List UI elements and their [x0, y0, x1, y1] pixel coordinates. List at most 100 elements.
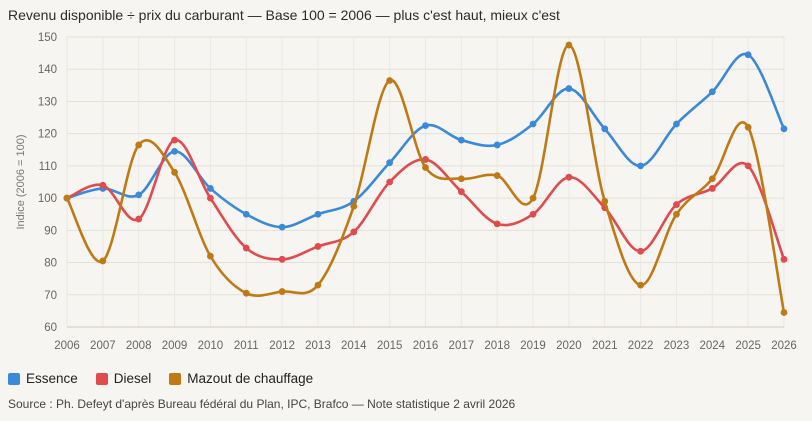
point-diesel-2017	[457, 188, 465, 196]
point-mazout-2023	[673, 210, 680, 218]
x-tick-2024: 2024	[700, 340, 726, 352]
legend-item-diesel[interactable]: Diesel	[95, 371, 152, 386]
point-diesel-2018	[493, 220, 501, 228]
point-essence-2013	[314, 210, 322, 218]
point-diesel-2020	[565, 173, 573, 181]
y-tick-100: 100	[38, 193, 57, 205]
legend-label-mazout: Mazout de chauffage	[187, 371, 314, 386]
point-mazout-2019	[529, 194, 537, 202]
point-mazout-2010	[207, 252, 214, 260]
x-tick-2019: 2019	[520, 340, 546, 352]
point-essence-2019	[529, 120, 537, 128]
x-tick-2012: 2012	[269, 340, 295, 352]
point-diesel-2016	[422, 156, 429, 163]
point-mazout-2009	[171, 168, 178, 176]
point-essence-2021	[601, 125, 609, 133]
chart-title: Revenu disponible ÷ prix du carburant — …	[8, 7, 560, 23]
legend: Essence Diesel Mazout de chauffage	[8, 371, 313, 386]
point-mazout-2008	[135, 141, 143, 149]
x-tick-2018: 2018	[484, 340, 510, 352]
y-tick-90: 90	[44, 225, 57, 237]
x-tick-2010: 2010	[198, 340, 224, 352]
point-diesel-2015	[386, 178, 394, 186]
x-tick-2016: 2016	[413, 340, 439, 352]
point-diesel-2025	[744, 162, 752, 170]
point-essence-2010	[207, 185, 214, 192]
point-diesel-2022	[637, 247, 644, 255]
legend-item-essence[interactable]: Essence	[8, 371, 78, 386]
point-diesel-2010	[207, 194, 214, 202]
point-essence-2022	[637, 162, 644, 170]
series-diesel	[63, 136, 788, 263]
point-essence-2008	[135, 191, 143, 199]
x-tick-2009: 2009	[162, 340, 188, 352]
x-tick-2025: 2025	[735, 340, 761, 352]
legend-item-mazout[interactable]: Mazout de chauffage	[169, 371, 313, 386]
point-essence-2009	[171, 147, 178, 155]
point-mazout-2007	[99, 257, 107, 265]
point-diesel-2011	[242, 244, 250, 252]
y-tick-120: 120	[38, 129, 57, 141]
point-essence-2025	[744, 51, 752, 59]
legend-swatch-mazout	[169, 372, 182, 385]
point-mazout-2015	[386, 77, 394, 84]
y-axis-label: Indice (2006 = 100)	[15, 134, 27, 229]
point-diesel-2019	[529, 210, 537, 218]
point-mazout-2022	[637, 281, 644, 289]
x-axis-ticks: 2006 2007 2008 2009 2010 2011 2012 2013 2014 2015…	[54, 340, 797, 352]
x-tick-2011: 2011	[234, 340, 259, 352]
series-mazout	[63, 41, 788, 316]
series-essence	[63, 51, 788, 231]
legend-swatch-essence	[8, 372, 20, 385]
point-mazout-2006	[63, 194, 71, 202]
x-tick-2008: 2008	[126, 340, 152, 352]
point-diesel-2008	[135, 215, 143, 223]
point-diesel-2026	[780, 255, 788, 263]
y-tick-140: 140	[38, 64, 57, 76]
series-line-mazout	[65, 43, 786, 313]
series-group	[63, 41, 788, 316]
y-tick-70: 70	[44, 290, 57, 302]
point-diesel-2012	[278, 255, 286, 263]
point-mazout-2017	[457, 175, 465, 183]
point-essence-2024	[708, 88, 716, 96]
x-tick-2015: 2015	[377, 340, 403, 352]
x-tick-2007: 2007	[90, 340, 116, 352]
point-essence-2011	[242, 210, 250, 218]
point-mazout-2025	[744, 123, 752, 131]
grid	[66, 36, 785, 328]
point-diesel-2009	[171, 136, 178, 144]
x-tick-2020: 2020	[556, 340, 582, 352]
x-tick-2017: 2017	[449, 340, 475, 352]
x-tick-2022: 2022	[628, 340, 654, 352]
point-mazout-2013	[314, 281, 322, 289]
point-mazout-2011	[242, 289, 250, 297]
point-essence-2023	[673, 120, 680, 128]
point-mazout-2018	[493, 172, 501, 179]
point-essence-2018	[493, 141, 501, 149]
y-tick-60: 60	[44, 322, 57, 334]
x-tick-2026: 2026	[771, 340, 797, 352]
y-tick-130: 130	[38, 96, 57, 108]
point-essence-2015	[386, 159, 394, 167]
point-diesel-2023	[673, 201, 680, 208]
y-axis-ticks: 60 70 80 90 100 110 120 130 140 150	[38, 32, 57, 334]
x-tick-2023: 2023	[664, 340, 690, 352]
legend-swatch-diesel	[95, 372, 108, 385]
x-tick-2021: 2021	[592, 340, 618, 352]
point-essence-2016	[422, 122, 429, 130]
point-diesel-2013	[314, 243, 322, 250]
point-mazout-2012	[278, 288, 286, 295]
point-essence-2012	[278, 223, 286, 231]
x-tick-2006: 2006	[54, 340, 80, 352]
x-tick-2013: 2013	[305, 340, 331, 352]
point-essence-2026	[780, 125, 788, 133]
legend-label-diesel: Diesel	[113, 371, 152, 386]
point-mazout-2021	[601, 197, 609, 205]
legend-label-essence: Essence	[26, 371, 78, 386]
point-essence-2017	[457, 136, 465, 144]
point-mazout-2014	[350, 202, 358, 210]
point-mazout-2016	[422, 164, 429, 171]
source-note: Source : Ph. Defeyt d'après Bureau fédér…	[8, 397, 516, 411]
